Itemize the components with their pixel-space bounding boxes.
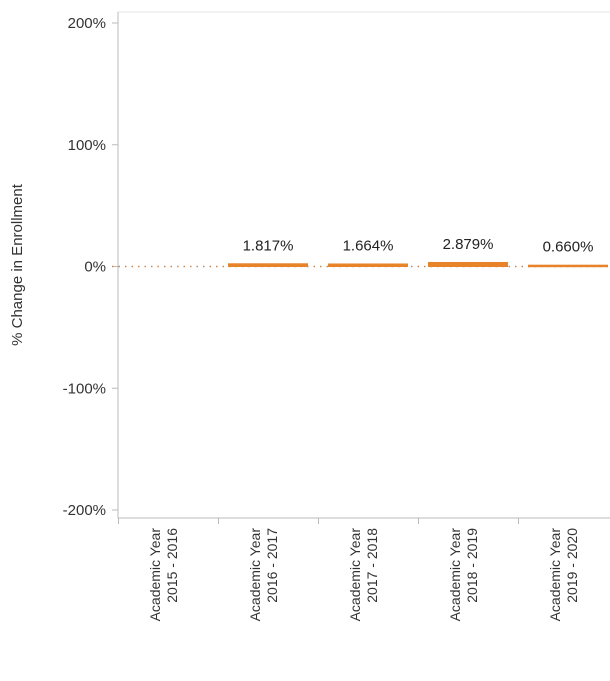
bars (228, 261, 608, 268)
x-tick-label: 2019 - 2020 (564, 528, 580, 603)
x-tick-label: Academic Year (247, 528, 263, 622)
data-labels: 1.817% 1.664% 2.879% 0.660% (243, 236, 594, 256)
x-tick-label: Academic Year (447, 528, 463, 622)
bar (328, 263, 408, 267)
data-label: 0.660% (543, 239, 594, 256)
x-tick-label: Academic Year (147, 528, 163, 622)
y-tick-label: 100% (68, 137, 106, 154)
category-labels: Academic Year 2015 - 2016 Academic Year 201… (147, 528, 580, 622)
x-tick-label: Academic Year (547, 528, 563, 622)
data-label: 1.817% (243, 237, 294, 254)
y-axis-title: % Change in Enrollment (9, 183, 26, 346)
plot-area (117, 11, 610, 519)
x-tick-label: 2015 - 2016 (164, 528, 180, 603)
bar (528, 264, 608, 268)
x-tick-label: 2016 - 2017 (264, 528, 280, 603)
x-tick-label: 2017 - 2018 (364, 528, 380, 603)
y-ticks: 200% 100% 0% -100% -200% (63, 15, 118, 519)
y-tick-label: 200% (68, 15, 106, 32)
x-tick-label: Academic Year (347, 528, 363, 622)
x-ticks (118, 518, 519, 524)
y-tick-label: -100% (63, 380, 106, 397)
data-label: 2.879% (443, 236, 494, 253)
bar (228, 263, 308, 267)
bar (428, 261, 508, 267)
data-label: 1.664% (343, 237, 394, 254)
y-tick-label: -200% (63, 502, 106, 519)
y-tick-label: 0% (84, 259, 106, 276)
x-tick-label: 2018 - 2019 (464, 528, 480, 603)
